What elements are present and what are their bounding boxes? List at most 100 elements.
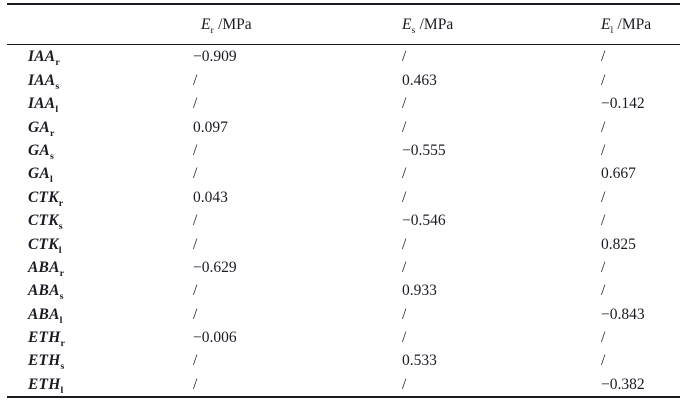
modulus-unit: /MPa	[617, 15, 652, 33]
table-cell-value: /	[601, 188, 606, 206]
hormone-subscript: r	[49, 127, 55, 139]
row-label: ABAs	[7, 279, 193, 302]
hormone-name: CTK	[28, 188, 59, 206]
table-cell-value: 0.097	[193, 118, 228, 136]
row-label: IAAl	[7, 92, 193, 115]
hormone-name: ETH	[28, 329, 61, 347]
table-cell-value: /	[193, 141, 198, 159]
modulus-symbol: E	[201, 15, 211, 33]
table-cell-value: /	[402, 95, 407, 113]
hormone-subscript: l	[60, 384, 64, 396]
modulus-subscript: l	[610, 24, 614, 36]
hormone-subscript: s	[49, 151, 55, 163]
hormone-subscript: l	[58, 244, 62, 256]
modulus-symbol: E	[601, 15, 611, 33]
row-label: ETHr	[7, 326, 193, 349]
table-cell-value: /	[402, 235, 407, 253]
table-cell-value: 0.533	[402, 352, 437, 370]
table-cell-value: /	[402, 305, 407, 323]
hormone-subscript: r	[55, 57, 61, 69]
row-label: CTKl	[7, 233, 193, 256]
table-cell-value: /	[601, 48, 606, 66]
hormone-subscript: s	[58, 221, 63, 233]
hormone-name: CTK	[28, 235, 59, 253]
table-cell-value: −0.546	[402, 212, 446, 230]
row-label: GAr	[7, 116, 193, 139]
table-cell-value: −0.382	[601, 375, 645, 393]
table-cell-value: /	[601, 212, 606, 230]
table-row: GAs / −0.555/	[7, 139, 680, 162]
row-label: IAAr	[7, 45, 193, 68]
hormone-name: ABA	[28, 258, 60, 276]
table-cell-value: /	[402, 118, 407, 136]
modulus-unit: /MPa	[419, 15, 454, 33]
hormone-subscript: s	[59, 291, 64, 303]
table-cell-value: /	[193, 95, 198, 113]
column-header-el: El/MPa	[601, 15, 680, 36]
row-label: ABAl	[7, 303, 193, 326]
table-body: IAAr −0.909// IAAs/0.463/IAAl / / −0.142 GAr 0.…	[7, 45, 680, 396]
hormone-name: ETH	[28, 352, 61, 370]
hormone-name: ABA	[28, 305, 60, 323]
hormone-subscript: l	[59, 314, 63, 326]
table-cell-value: /	[402, 188, 407, 206]
hormone-name: GA	[28, 141, 50, 159]
row-label: ABAr	[7, 256, 193, 279]
row-label: ETHs	[7, 349, 193, 372]
hormone-subscript: r	[59, 268, 65, 279]
table-cell-value: 0.825	[601, 235, 636, 253]
table-cell-value: −0.006	[193, 329, 237, 347]
table-row: ABAs/0.933/	[7, 279, 680, 302]
table-cell-value: /	[601, 118, 606, 136]
table-cell-value: /	[402, 48, 407, 66]
table-row: ETHs/0.533/	[7, 349, 680, 372]
table-cell-value: /	[193, 375, 198, 393]
correlation-table: Er/MPa Es/MPa El/MPa IAAr −0.909// IAAs/0.…	[7, 3, 680, 399]
table-cell-value: /	[601, 352, 606, 370]
table-cell-value: /	[193, 282, 198, 300]
row-label: IAAs	[7, 69, 193, 92]
table-cell-value: /	[601, 141, 606, 159]
table-cell-value: /	[402, 258, 407, 276]
table-row: IAAs/0.463/	[7, 69, 680, 92]
table-row: CTKs / −0.546/	[7, 209, 680, 232]
table-header-row: Er/MPa Es/MPa El/MPa	[7, 5, 680, 44]
hormone-subscript: l	[55, 104, 59, 116]
row-label: GAs	[7, 139, 193, 162]
table-row: GAr 0.097 / /	[7, 116, 680, 139]
hormone-name: IAA	[28, 48, 56, 66]
column-header-es: Es/MPa	[402, 15, 601, 36]
modulus-symbol: E	[402, 15, 412, 33]
table-cell-value: −0.843	[601, 305, 645, 323]
modulus-subscript: r	[210, 24, 215, 36]
table-cell-value: −0.142	[601, 95, 645, 113]
table-header-rule	[7, 44, 680, 46]
table-top-rule	[7, 3, 680, 5]
table-cell-value: /	[601, 329, 606, 347]
table-cell-value: 0.463	[402, 71, 437, 89]
modulus-unit: /MPa	[218, 15, 252, 33]
table-row: ETHr −0.006 / /	[7, 326, 680, 349]
table-cell-value: /	[193, 235, 198, 253]
row-label: CTKs	[7, 209, 193, 232]
table-cell-value: /	[402, 329, 407, 347]
row-label: ETHl	[7, 373, 193, 396]
table-cell-value: −0.909	[193, 48, 237, 66]
table-cell-value: 0.043	[193, 188, 228, 206]
table-cell-value: /	[601, 71, 606, 89]
hormone-subscript: r	[58, 197, 64, 209]
table-row: ABAr −0.629//	[7, 256, 680, 279]
table-row: CTKr 0.043//	[7, 186, 680, 209]
table-cell-value: 0.933	[402, 282, 437, 300]
hormone-name: IAA	[28, 71, 56, 89]
table-row: ABAl / / −0.843	[7, 303, 680, 326]
row-label: CTKr	[7, 186, 193, 209]
table-row: GAl //0.667	[7, 162, 680, 185]
table-cell-value: /	[402, 375, 407, 393]
table-row: IAAr −0.909//	[7, 45, 680, 68]
table-cell-value: /	[193, 212, 198, 230]
hormone-name: ABA	[28, 282, 60, 300]
table-row: CTKl //0.825	[7, 233, 680, 256]
hormone-subscript: l	[49, 174, 53, 186]
